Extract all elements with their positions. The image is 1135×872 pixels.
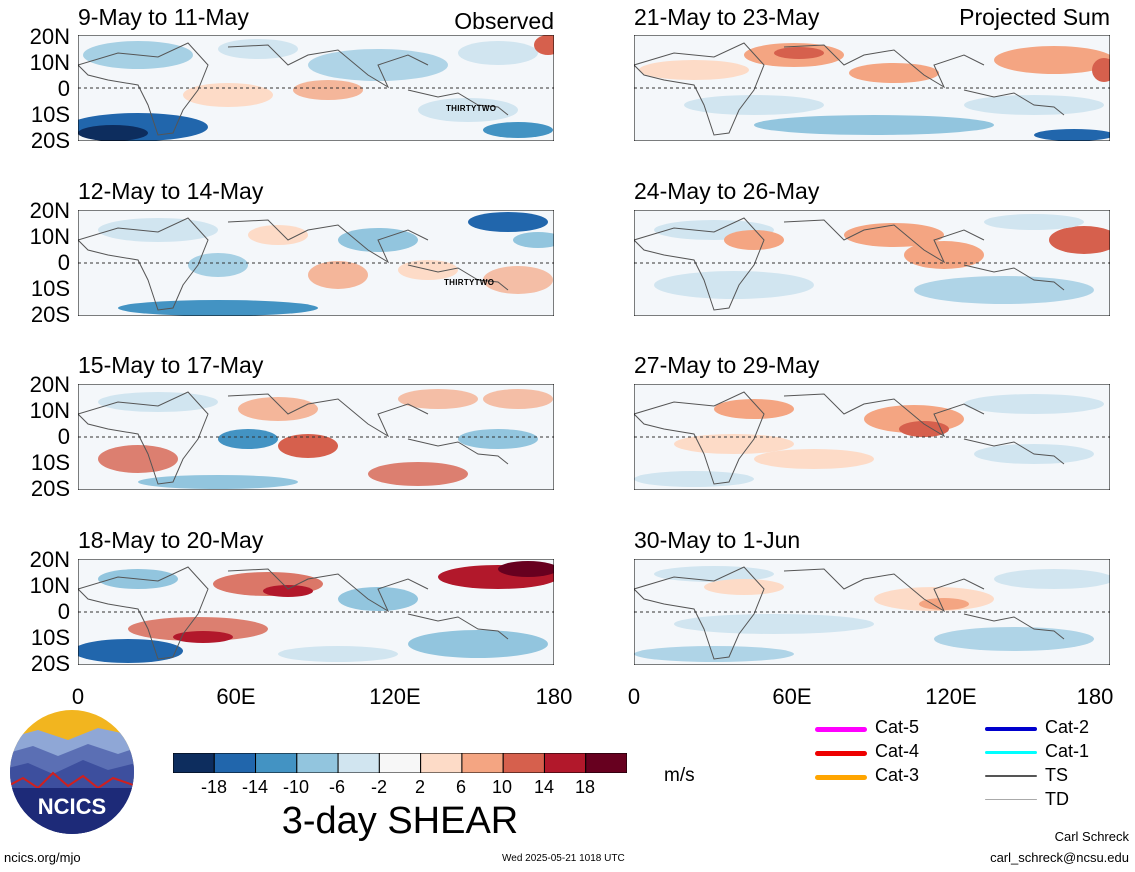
panel-title: 9-May to 11-May	[78, 4, 249, 30]
lat-label-eq: 0	[57, 424, 70, 449]
lat-label-eq: 0	[57, 599, 70, 624]
panel-title: 21-May to 23-May	[634, 4, 820, 30]
colorbar-swatch	[213, 753, 257, 773]
legend-label: TS	[1045, 765, 1069, 785]
lon-label-120e-right: 120E	[925, 684, 977, 709]
lat-label-10s: 10S	[30, 625, 70, 650]
panel-title: 27-May to 29-May	[634, 352, 820, 378]
storm-label: THIRTYTWO	[444, 278, 495, 287]
lat-label-eq: 0	[57, 76, 70, 101]
legend-swatch	[815, 751, 867, 756]
legend-swatch	[985, 799, 1037, 800]
lon-label-0-left: 0	[71, 684, 85, 709]
storm-label: THIRTYTWO	[446, 104, 497, 113]
colorbar-tick: -18	[200, 777, 227, 797]
legend-label: Cat-2	[1045, 717, 1090, 737]
projected-sum-label: Projected Sum	[959, 4, 1110, 30]
colorbar-tick: -2	[370, 777, 387, 797]
colorbar-swatches	[173, 753, 627, 773]
shear-map	[78, 559, 554, 665]
lon-label-120e-left: 120E	[369, 684, 421, 709]
colorbar-swatch	[173, 753, 215, 773]
colorbar-swatch	[378, 753, 422, 773]
colorbar-swatch	[461, 753, 504, 773]
colorbar-swatch	[255, 753, 298, 773]
lat-label-20s: 20S	[30, 128, 70, 153]
colorbar-swatch	[502, 753, 545, 773]
panel-title: 18-May to 20-May	[78, 527, 264, 553]
lat-label-10s: 10S	[30, 102, 70, 127]
legend-swatch	[815, 775, 867, 780]
shear-map	[634, 35, 1110, 141]
ncics-logo: NCICS	[10, 710, 134, 834]
panel-title: 30-May to 1-Jun	[634, 527, 801, 553]
legend-label: TD	[1045, 789, 1069, 809]
footer-timestamp: Wed 2025-05-21 1018 UTC	[502, 853, 625, 864]
colorbar-tick: 6	[455, 777, 466, 797]
lat-label-20s: 20S	[30, 476, 70, 501]
panel-title: 15-May to 17-May	[78, 352, 264, 378]
lon-label-0-right: 0	[627, 684, 641, 709]
colorbar-swatch	[420, 753, 463, 773]
shear-map	[78, 210, 554, 316]
colorbar-swatch	[585, 753, 627, 773]
shear-map	[634, 559, 1110, 665]
logo-text: NCICS	[38, 794, 106, 819]
shear-map	[78, 384, 554, 490]
footer-author: Carl Schreck	[1054, 829, 1129, 844]
lat-label-20s: 20S	[30, 302, 70, 327]
colorbar-tick: -10	[282, 777, 309, 797]
lon-label-60e-left: 60E	[216, 684, 256, 709]
colorbar-tick: 14	[533, 777, 555, 797]
observed-label: Observed	[454, 8, 554, 34]
footer-email[interactable]: carl_schreck@ncsu.edu	[990, 850, 1129, 865]
colorbar-tick: 18	[574, 777, 596, 797]
colorbar-title: 3-day SHEAR	[281, 800, 519, 842]
legend-label: Cat-3	[875, 765, 920, 785]
colorbar-tick: 2	[414, 777, 425, 797]
colorbar-tick: -14	[241, 777, 268, 797]
colorbar-swatch	[543, 753, 587, 773]
colorbar-tick: 10	[491, 777, 513, 797]
panel-title: 12-May to 14-May	[78, 178, 264, 204]
shear-map	[634, 384, 1110, 490]
colorbar-swatch	[337, 753, 380, 773]
legend-swatch	[985, 775, 1037, 777]
colorbar-units: m/s	[664, 765, 695, 786]
lon-label-60e-right: 60E	[772, 684, 812, 709]
lat-label-10n: 10N	[29, 398, 70, 423]
lat-label-20s: 20S	[30, 651, 70, 676]
colorbar-swatch	[296, 753, 339, 773]
lon-label-180-right: 180	[1076, 684, 1114, 709]
footer-url[interactable]: ncics.org/mjo	[4, 850, 81, 865]
lat-label-10n: 10N	[29, 573, 70, 598]
lat-label-20n: 20N	[29, 24, 70, 49]
lon-label-180-left: 180	[535, 684, 573, 709]
lat-label-10s: 10S	[30, 450, 70, 475]
legend-label: Cat-1	[1045, 741, 1090, 761]
lat-label-20n: 20N	[29, 198, 70, 223]
legend-swatch	[985, 727, 1037, 731]
lat-label-20n: 20N	[29, 547, 70, 572]
legend-swatch	[815, 727, 867, 732]
lat-label-10s: 10S	[30, 276, 70, 301]
shear-map	[78, 35, 554, 141]
legend-label: Cat-4	[875, 741, 920, 761]
shear-map	[634, 210, 1110, 316]
panel-title: 24-May to 26-May	[634, 178, 820, 204]
lat-label-eq: 0	[57, 250, 70, 275]
lat-label-20n: 20N	[29, 372, 70, 397]
lat-label-10n: 10N	[29, 50, 70, 75]
legend-label: Cat-5	[875, 717, 920, 737]
colorbar-tick: -6	[328, 777, 345, 797]
legend-swatch	[985, 751, 1037, 754]
lat-label-10n: 10N	[29, 224, 70, 249]
